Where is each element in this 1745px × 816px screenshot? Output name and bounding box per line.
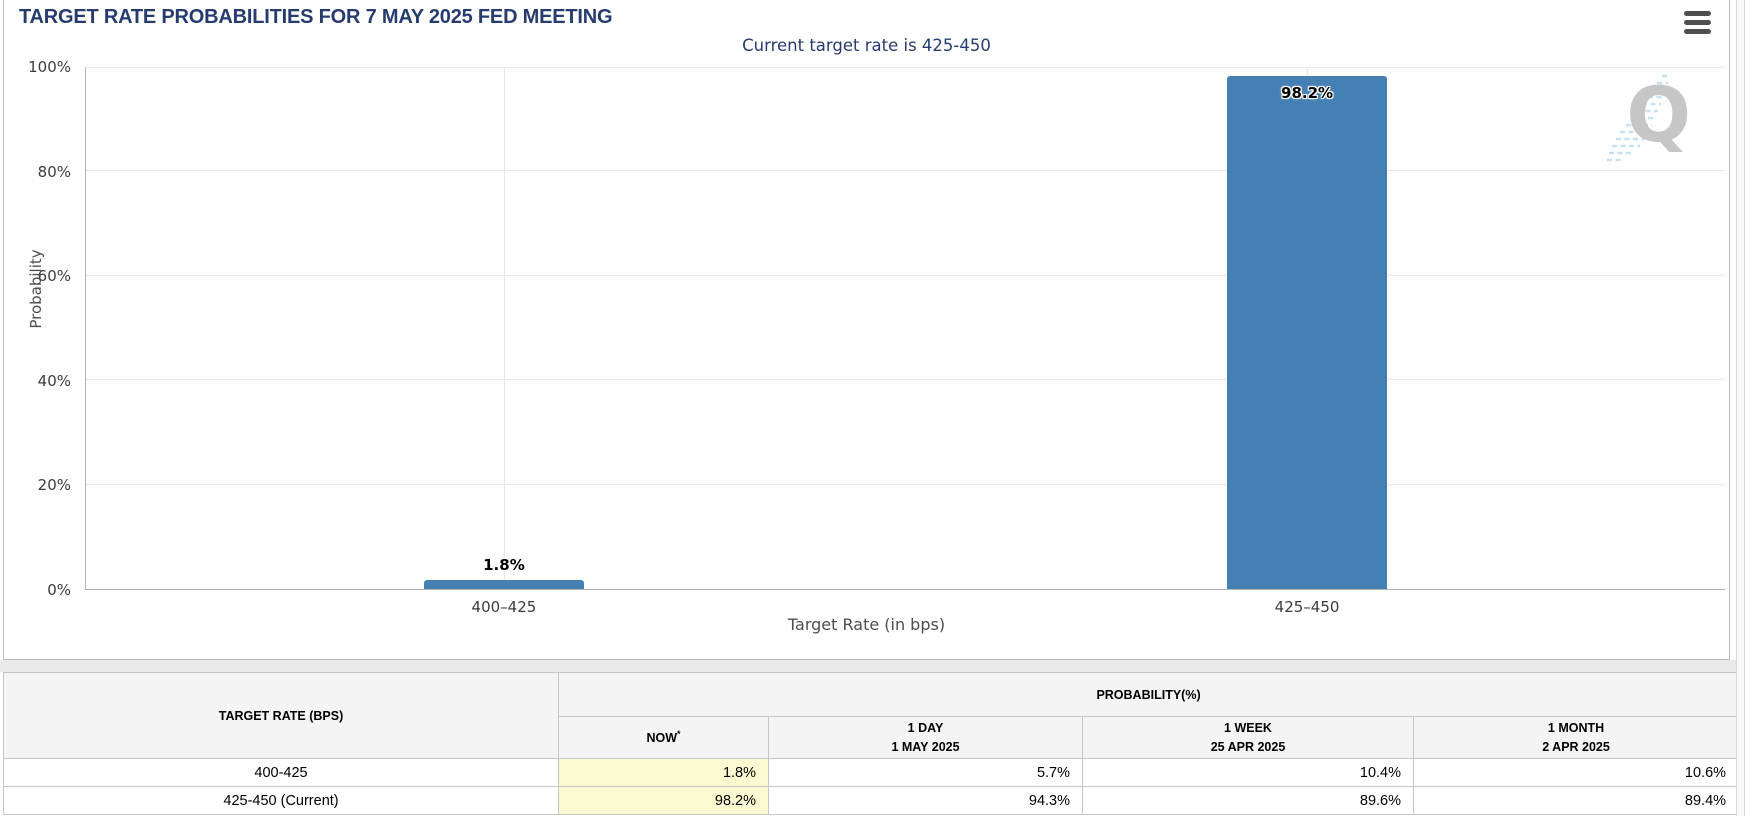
bar-slot: 98.2% bbox=[1227, 67, 1388, 589]
gridline bbox=[86, 483, 1725, 485]
y-axis-labels: 0% 20% 40% 60% 80% 100% bbox=[4, 58, 78, 599]
chart-subtitle: Current target rate is 425-450 bbox=[742, 36, 991, 55]
x-tick: 425–450 bbox=[1274, 598, 1340, 616]
gridline bbox=[86, 274, 1725, 276]
bar-value-label: 1.8% bbox=[483, 555, 525, 574]
scrollbar[interactable] bbox=[1736, 0, 1745, 816]
x-axis-title: Target Rate (in bps) bbox=[787, 615, 946, 634]
bar-425-450[interactable] bbox=[1227, 76, 1388, 589]
week-cell: 89.6% bbox=[1082, 786, 1414, 815]
probability-table: TARGET RATE (BPS) PROBABILITY(%) NOW* 1 … bbox=[3, 672, 1740, 815]
week-cell: 10.4% bbox=[1082, 758, 1414, 787]
y-axis-title: Probability bbox=[27, 249, 45, 329]
fedwatch-chart-panel: TARGET RATE PROBABILITIES FOR 7 MAY 2025… bbox=[3, 0, 1730, 660]
gridline bbox=[503, 67, 505, 589]
col-header-now: NOW* bbox=[558, 716, 769, 759]
col-header-1-week: 1 WEEK 25 APR 2025 bbox=[1082, 716, 1414, 759]
bar-value-label: 98.2% bbox=[1281, 84, 1334, 103]
gridline bbox=[86, 379, 1725, 381]
bar-slot: 1.8% bbox=[423, 67, 584, 589]
month-cell: 89.4% bbox=[1412, 786, 1740, 815]
day-cell: 94.3% bbox=[768, 786, 1083, 815]
table-row: 400-425 1.8% 5.7% 10.4% 10.6% bbox=[3, 758, 1740, 787]
y-tick: 60% bbox=[37, 267, 71, 286]
plot-area: 1.8% 98.2% 400–425 425–450 bbox=[85, 67, 1725, 616]
day-cell: 5.7% bbox=[768, 758, 1083, 787]
bar-400-425[interactable] bbox=[423, 579, 584, 589]
panel-divider bbox=[0, 660, 1738, 672]
col-group-header-probability: PROBABILITY(%) bbox=[557, 672, 1740, 717]
gridline bbox=[86, 170, 1725, 172]
month-cell: 10.6% bbox=[1412, 758, 1740, 787]
page-title: TARGET RATE PROBABILITIES FOR 7 MAY 2025… bbox=[19, 6, 613, 28]
table-row: 425-450 (Current) 98.2% 94.3% 89.6% 89.4… bbox=[3, 786, 1740, 815]
watermark-q-letter: Q bbox=[1626, 70, 1691, 159]
quikstrike-watermark: Q bbox=[1604, 66, 1709, 166]
y-tick: 100% bbox=[28, 58, 71, 76]
hamburger-menu-icon[interactable] bbox=[1684, 11, 1711, 34]
rate-cell: 400-425 bbox=[3, 758, 559, 787]
y-tick: 20% bbox=[37, 476, 71, 495]
y-tick: 0% bbox=[47, 581, 71, 599]
col-header-target-rate: TARGET RATE (BPS) bbox=[3, 672, 559, 759]
watermark-stripes-icon bbox=[1607, 74, 1670, 162]
now-asterisk: * bbox=[677, 728, 681, 739]
now-cell: 1.8% bbox=[558, 758, 769, 787]
now-cell: 98.2% bbox=[558, 786, 769, 815]
y-tick: 40% bbox=[37, 371, 71, 390]
col-header-1-month: 1 MONTH 2 APR 2025 bbox=[1412, 716, 1740, 759]
gridline bbox=[86, 67, 1725, 68]
col-header-1-day: 1 DAY 1 MAY 2025 bbox=[768, 716, 1083, 759]
rate-cell: 425-450 (Current) bbox=[3, 786, 559, 815]
x-tick: 400–425 bbox=[471, 598, 537, 616]
y-tick: 80% bbox=[37, 162, 71, 181]
